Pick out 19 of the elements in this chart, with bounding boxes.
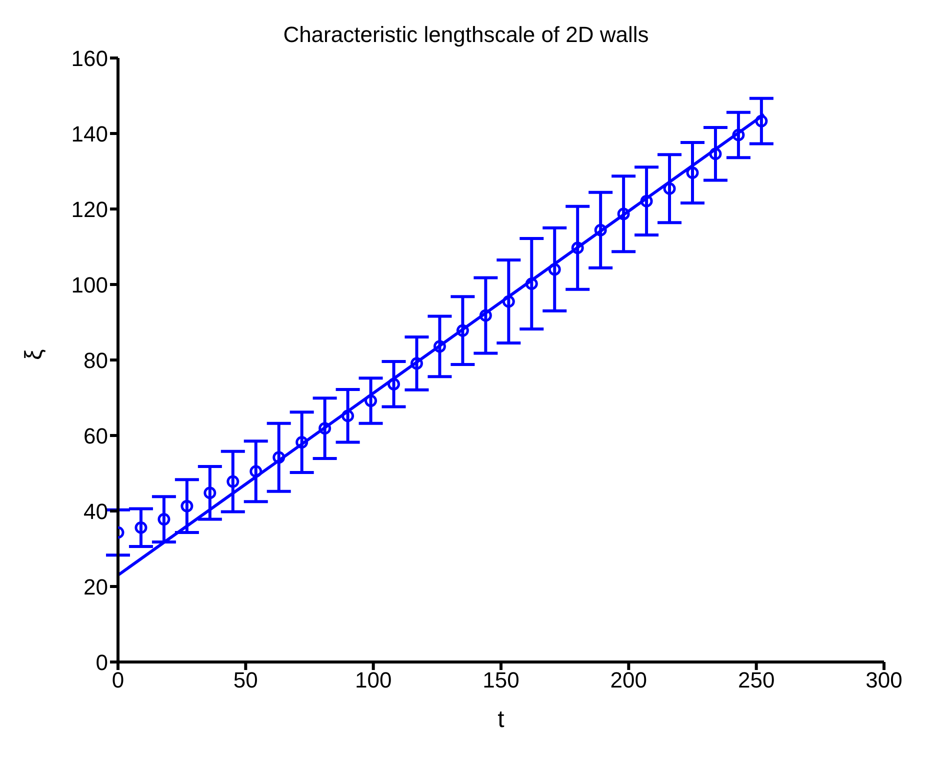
x-tick-label: 300: [866, 668, 902, 693]
x-tick-label: 0: [112, 668, 124, 693]
x-tick-label: 100: [354, 668, 392, 693]
x-tick-label: 50: [233, 668, 258, 693]
x-tick-label: 250: [738, 668, 775, 693]
chart-title: Characteristic lengthscale of 2D walls: [283, 22, 649, 47]
y-tick-label: 80: [84, 348, 108, 373]
x-tick-label: 200: [610, 668, 648, 693]
y-tick-label: 20: [84, 574, 108, 600]
y-tick-label: 160: [71, 46, 108, 71]
y-tick-label: 120: [71, 196, 108, 222]
y-tick-label: 140: [71, 121, 108, 146]
y-tick-label: 100: [71, 272, 108, 298]
y-tick-label: 0: [96, 650, 108, 675]
y-tick-label: 60: [84, 423, 108, 448]
x-axis-title: t: [498, 706, 505, 733]
y-tick-label: 40: [84, 498, 108, 524]
y-axis-title: ξ: [20, 349, 48, 360]
x-tick-label: 150: [482, 668, 520, 693]
